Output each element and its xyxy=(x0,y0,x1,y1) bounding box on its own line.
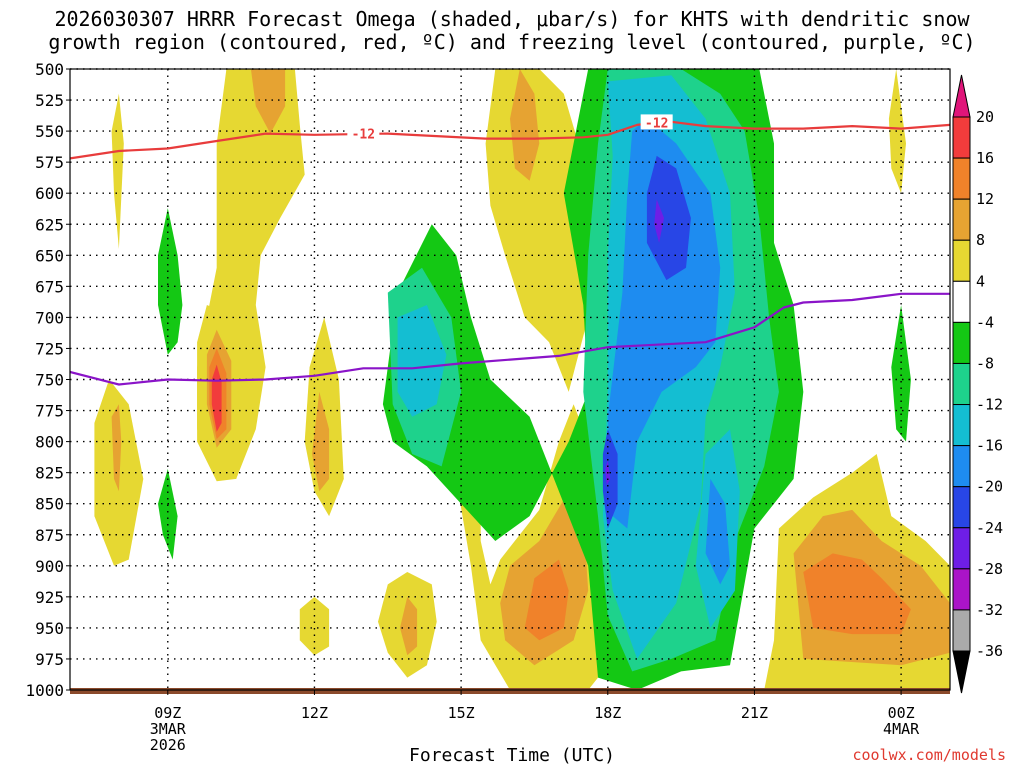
xtick-label-4MAR: 4MAR xyxy=(883,720,920,738)
freezing-level-contour xyxy=(70,292,950,386)
xtick-label-09Z: 09Z xyxy=(154,704,181,722)
colorbar: 20 16 12 8 4 -4 -8 -12 -16 -20 -24 -28 -32 -36 xyxy=(952,74,1003,694)
ytick-label-550: 550 xyxy=(35,122,64,141)
colorbar-label-20: 20 xyxy=(976,108,994,126)
ground-strip xyxy=(70,688,950,694)
title-line-1: 2026030307 HRRR Forecast Omega (shaded, … xyxy=(54,7,970,31)
colorbar-bin-9 xyxy=(952,445,971,488)
dendritic-contour-label-bg-1 xyxy=(640,114,673,130)
colorbar-bin-6 xyxy=(952,321,971,364)
ytick-label-500: 500 xyxy=(35,60,64,79)
colorbar-bin-2 xyxy=(952,157,971,200)
omega-region-25 xyxy=(803,553,911,635)
ytick-label-800: 800 xyxy=(35,433,64,452)
colorbar-label-16: 16 xyxy=(976,149,994,167)
colorbar-bin-11 xyxy=(952,527,971,570)
dendritic-contour-label-1: -12 xyxy=(645,116,668,131)
dendritic-contour-label-0: -12 xyxy=(352,128,375,143)
omega-region-34 xyxy=(607,118,721,529)
ytick-label-950: 950 xyxy=(35,619,64,638)
omega-region-38 xyxy=(654,199,664,243)
ytick-label-900: 900 xyxy=(35,557,64,576)
ytick-label-925: 925 xyxy=(35,588,64,607)
x-axis-label: Forecast Time (UTC) xyxy=(409,745,615,766)
omega-region-35 xyxy=(705,478,730,585)
ytick-label-700: 700 xyxy=(35,308,64,327)
omega-region-12 xyxy=(510,69,540,181)
colorbar-label-12: 12 xyxy=(976,190,994,208)
dendritic-contour-label-bg-0 xyxy=(347,125,380,141)
colorbar-bin-5 xyxy=(952,280,971,323)
ytick-label-825: 825 xyxy=(35,464,64,483)
xtick-label-21Z: 21Z xyxy=(741,704,768,722)
ytick-label-875: 875 xyxy=(35,526,64,545)
omega-region-14 xyxy=(312,391,330,492)
contour-lines: -12 -12 xyxy=(70,114,950,386)
ytick-label-625: 625 xyxy=(35,215,64,234)
ytick-label-775: 775 xyxy=(35,402,64,421)
ytick-label-575: 575 xyxy=(35,153,64,172)
omega-region-6 xyxy=(111,93,124,250)
ytick-label-650: 650 xyxy=(35,246,64,265)
ytick-label-525: 525 xyxy=(35,91,64,110)
colorbar-bin-13 xyxy=(952,609,971,652)
xtick-label-00Z: 00Z xyxy=(888,704,915,722)
colorbar-label-8: 8 xyxy=(976,231,985,249)
colorbar-bin-7 xyxy=(952,362,971,406)
ytick-label-1000: 1000 xyxy=(25,681,64,700)
omega-region-37 xyxy=(602,429,618,529)
omega-region-36 xyxy=(646,155,691,281)
colorbar-bottom-arrow xyxy=(952,650,971,694)
colorbar-bin-4 xyxy=(952,239,971,282)
y-axis: 500 525 550 575 600 625 650 675 700 725 750 775 800 8… xyxy=(25,60,70,700)
omega-region-28 xyxy=(891,305,911,442)
omega-region-9 xyxy=(158,208,183,355)
colorbar-label--8: -8 xyxy=(976,354,994,372)
colorbar-label--28: -28 xyxy=(976,560,1003,578)
colorbar-top-arrow xyxy=(952,74,971,118)
omega-region-8 xyxy=(111,404,122,492)
colorbar-label--16: -16 xyxy=(976,437,1003,455)
colorbar-bin-3 xyxy=(952,198,971,241)
dendritic-contour xyxy=(70,120,950,160)
colorbar-label--36: -36 xyxy=(976,642,1003,660)
ytick-label-975: 975 xyxy=(35,650,64,669)
chart-title: 2026030307 HRRR Forecast Omega (shaded, … xyxy=(0,8,1024,54)
colorbar-label--32: -32 xyxy=(976,601,1003,619)
omega-region-18 xyxy=(524,559,569,641)
ytick-label-600: 600 xyxy=(35,184,64,203)
omega-region-10 xyxy=(158,468,178,560)
colorbar-label--12: -12 xyxy=(976,396,1003,414)
xtick-label-3MAR: 3MAR xyxy=(150,720,187,738)
omega-region-21 xyxy=(400,596,418,656)
omega-region-32 xyxy=(397,305,447,417)
omega-region-1 xyxy=(250,69,286,134)
omega-region-19 xyxy=(299,596,330,656)
xtick-label-12Z: 12Z xyxy=(301,704,328,722)
xtick-label-2026: 2026 xyxy=(150,736,186,754)
colorbar-label--4: -4 xyxy=(976,313,994,331)
colorbar-bin-10 xyxy=(952,486,971,529)
colorbar-label--20: -20 xyxy=(976,478,1003,496)
colorbar-label-4: 4 xyxy=(976,272,985,290)
colorbar-bin-1 xyxy=(952,116,971,159)
omega-region-26 xyxy=(888,69,906,194)
omega-region-11 xyxy=(485,69,589,392)
colorbar-bin-8 xyxy=(952,404,971,447)
xtick-label-15Z: 15Z xyxy=(448,704,475,722)
colorbar-label--24: -24 xyxy=(976,519,1003,537)
xtick-label-18Z: 18Z xyxy=(594,704,621,722)
ytick-label-750: 750 xyxy=(35,371,64,390)
colorbar-bin-12 xyxy=(952,568,971,611)
ytick-label-725: 725 xyxy=(35,339,64,358)
ytick-label-675: 675 xyxy=(35,277,64,296)
ytick-label-850: 850 xyxy=(35,495,64,514)
title-line-2: growth region (contoured, red, ºC) and f… xyxy=(48,30,976,54)
credit-text: coolwx.com/models xyxy=(852,746,1006,764)
